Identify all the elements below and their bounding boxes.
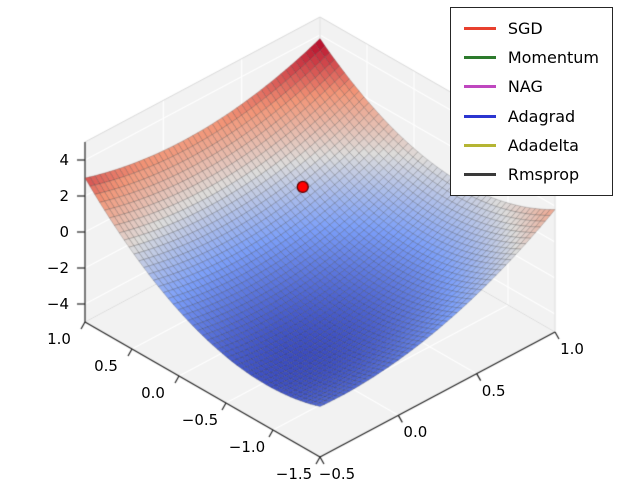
tick-label: 0.5 — [94, 357, 118, 375]
tick-label: 2 — [59, 187, 69, 205]
legend: SGD Momentum NAG Adagrad Adadelta Rmspro… — [449, 7, 613, 197]
tick-label: 1.0 — [47, 330, 71, 348]
legend-line-swatch — [463, 27, 496, 31]
tick-label: −1.5 — [275, 465, 313, 483]
legend-line-swatch — [463, 114, 496, 118]
tick-label: −4 — [46, 295, 69, 313]
tick-label: −0.5 — [318, 465, 356, 483]
legend-item: NAG — [463, 77, 599, 97]
tick-label: −2 — [46, 259, 69, 277]
tick-label: 0 — [59, 223, 69, 241]
tick-label: 1.0 — [560, 340, 584, 358]
tick-label: 0.5 — [481, 381, 506, 400]
legend-label: Rmsprop — [507, 164, 580, 184]
legend-item: Adadelta — [463, 135, 599, 155]
legend-line-swatch — [463, 56, 496, 60]
legend-label: Adagrad — [507, 106, 576, 126]
legend-line-swatch — [463, 173, 496, 177]
legend-item: SGD — [463, 19, 599, 38]
tick-label: 4 — [59, 151, 69, 169]
legend-label: NAG — [507, 77, 543, 97]
legend-item: Adagrad — [463, 106, 599, 126]
legend-label: Adadelta — [507, 135, 579, 155]
legend-label: Momentum — [507, 48, 599, 68]
legend-item: Rmsprop — [463, 164, 599, 184]
legend-label: SGD — [507, 19, 543, 38]
tick-label: −1.0 — [228, 438, 266, 456]
tick-label: −0.5 — [181, 411, 219, 429]
tick-label: 0.0 — [403, 423, 428, 442]
legend-line-swatch — [463, 85, 496, 89]
tick-label: 0.0 — [141, 384, 165, 402]
legend-line-swatch — [463, 143, 496, 147]
legend-item: Momentum — [463, 48, 599, 68]
